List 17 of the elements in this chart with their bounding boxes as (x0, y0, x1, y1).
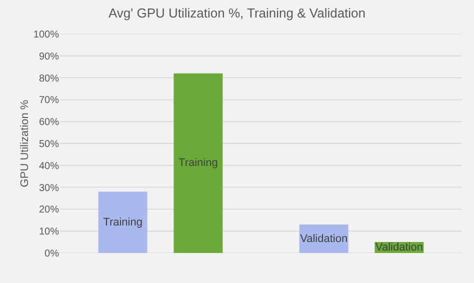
y-tick-label: 10% (38, 226, 60, 238)
y-tick-label: 40% (38, 160, 60, 172)
y-tick-label: 60% (38, 117, 60, 128)
category-label: Validation (375, 242, 423, 254)
y-tick-label: 20% (38, 204, 60, 216)
y-tick-label: 0% (44, 248, 60, 260)
y-tick-label: 80% (38, 73, 60, 84)
y-axis-title: GPU Utilization % (19, 100, 31, 188)
category-label: Training (178, 157, 218, 170)
chart-title: Avg' GPU Utilization %, Training & Validation (108, 6, 366, 21)
y-tick-label: 50% (38, 139, 60, 150)
y-tick-label: 90% (38, 51, 60, 62)
bar (98, 192, 148, 253)
y-tick-label: 70% (38, 95, 60, 106)
y-tick-label: 100% (33, 30, 60, 40)
bar (174, 73, 223, 253)
y-tick-label: 30% (38, 182, 60, 194)
